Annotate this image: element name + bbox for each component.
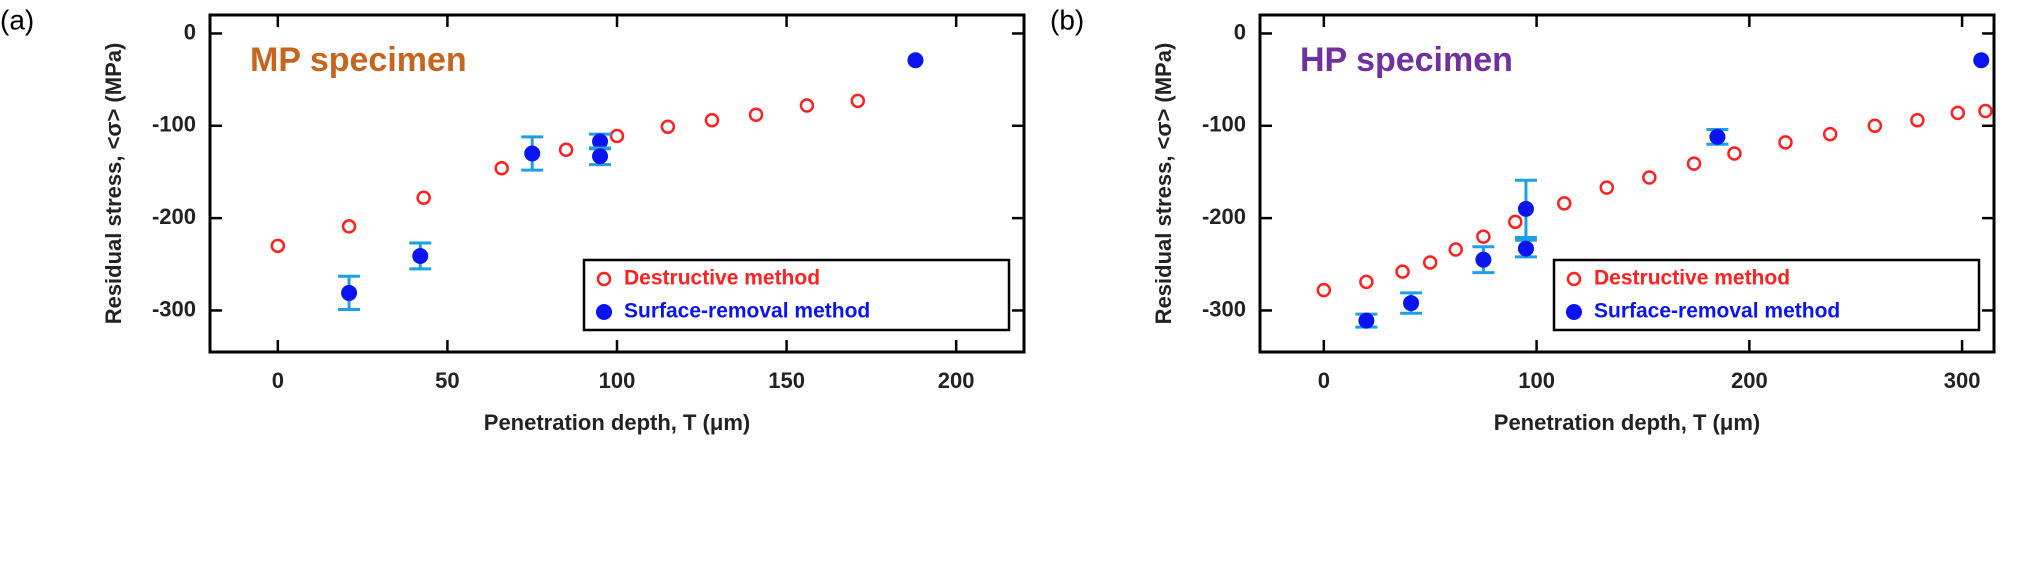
x-tick-label: 150 xyxy=(768,368,805,393)
point xyxy=(494,161,509,176)
y-tick-label: 0 xyxy=(1234,19,1246,44)
x-tick-label: 300 xyxy=(1944,368,1981,393)
x-tick-label: 0 xyxy=(272,368,284,393)
point xyxy=(1709,128,1726,145)
y-tick-label: 0 xyxy=(184,19,196,44)
point xyxy=(748,107,764,122)
point xyxy=(412,247,429,264)
x-tick-label: 200 xyxy=(938,368,975,393)
point xyxy=(907,52,924,69)
x-tick-label: 0 xyxy=(1318,368,1330,393)
point xyxy=(341,219,357,234)
point xyxy=(558,142,574,158)
y-axis-label: Residual stress, <σ> (MPa) xyxy=(101,43,126,325)
point xyxy=(341,284,358,301)
point xyxy=(416,190,431,206)
point xyxy=(1686,156,1702,171)
x-axis-label: Penetration depth, T (μm) xyxy=(484,410,750,435)
point xyxy=(1556,196,1572,211)
y-tick-label: -100 xyxy=(152,112,196,137)
point xyxy=(1395,264,1410,279)
point xyxy=(1517,200,1534,217)
point xyxy=(1517,240,1534,257)
y-tick-label: -100 xyxy=(1202,112,1246,137)
point xyxy=(704,113,720,128)
point xyxy=(1727,146,1742,161)
legend-label: Surface-removal method xyxy=(624,300,870,323)
point xyxy=(1403,295,1420,312)
point xyxy=(592,133,609,150)
point xyxy=(1910,113,1925,128)
point xyxy=(660,119,676,134)
x-tick-label: 50 xyxy=(435,368,459,393)
point xyxy=(1422,255,1438,270)
panel-title: MP specimen xyxy=(250,41,467,79)
plot-frame xyxy=(1258,13,1996,354)
legend-box xyxy=(582,258,1011,332)
point xyxy=(1867,118,1883,134)
panel-label: (b) xyxy=(1050,4,1084,35)
point xyxy=(1359,274,1374,290)
point xyxy=(1358,312,1375,329)
x-tick-label: 100 xyxy=(1518,368,1555,393)
legend-marker xyxy=(1566,271,1582,287)
x-axis-label: Penetration depth, T (μm) xyxy=(1494,410,1760,435)
point xyxy=(1476,229,1491,244)
point xyxy=(1822,126,1838,142)
point xyxy=(1599,180,1615,195)
legend-marker xyxy=(596,271,612,287)
point xyxy=(1950,105,1966,121)
point xyxy=(850,93,866,109)
legend-label: Destructive method xyxy=(624,267,820,290)
point xyxy=(1508,214,1523,230)
legend-marker xyxy=(1566,304,1582,320)
point xyxy=(270,238,286,254)
point xyxy=(609,128,625,144)
point xyxy=(592,148,609,165)
point xyxy=(1448,242,1463,257)
point xyxy=(1475,251,1492,268)
point xyxy=(1778,135,1793,150)
x-tick-label: 100 xyxy=(599,368,636,393)
y-tick-label: -300 xyxy=(152,296,196,321)
point xyxy=(1642,170,1657,185)
legend-label: Destructive method xyxy=(1594,267,1790,290)
y-tick-label: -200 xyxy=(1202,204,1246,229)
point xyxy=(1316,282,1332,298)
legend-label: Surface-removal method xyxy=(1594,300,1840,323)
y-axis-label: Residual stress, <σ> (MPa) xyxy=(1151,43,1176,325)
legend-box xyxy=(1552,258,1981,332)
panel-label: (a) xyxy=(0,4,34,35)
x-tick-label: 200 xyxy=(1731,368,1768,393)
point xyxy=(524,145,541,162)
legend-marker xyxy=(596,304,612,320)
point xyxy=(1978,103,1993,119)
y-tick-label: -300 xyxy=(1202,296,1246,321)
point xyxy=(799,98,815,113)
y-tick-label: -200 xyxy=(152,204,196,229)
panel-title: HP specimen xyxy=(1300,41,1513,79)
point xyxy=(1973,52,1990,69)
